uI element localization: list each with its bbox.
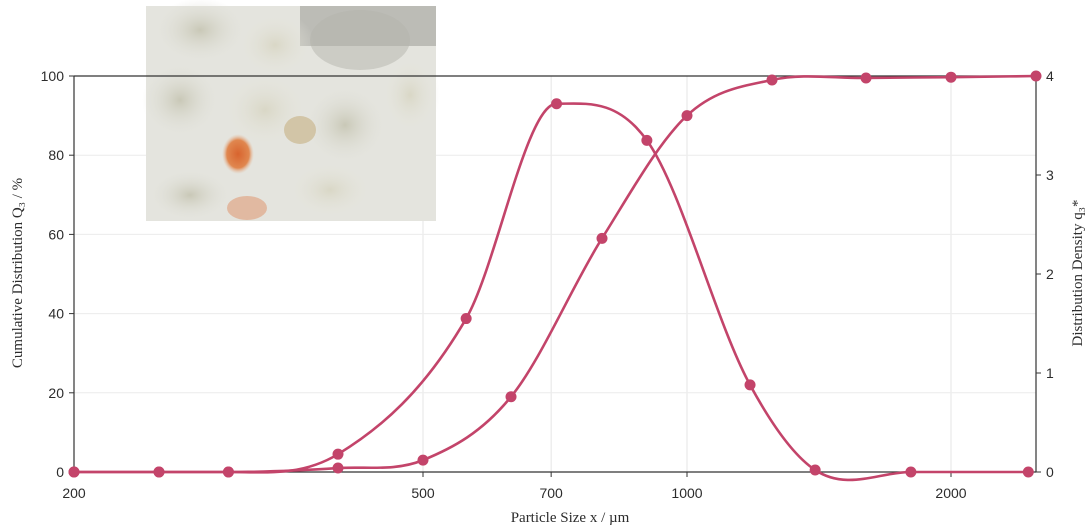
density-point — [744, 379, 756, 391]
y-axis-right-title: Distribution Density q₃* — [1070, 200, 1086, 347]
y-left-tick-label: 60 — [48, 226, 64, 242]
density-point — [332, 448, 344, 460]
density-point — [460, 313, 472, 325]
x-tick-label: 2000 — [935, 485, 966, 501]
density-point — [551, 98, 563, 110]
cumulative-point — [945, 71, 957, 83]
x-tick-label: 200 — [62, 485, 86, 501]
y-left-tick-label: 0 — [56, 464, 64, 480]
y-right-tick-label: 4 — [1046, 68, 1054, 84]
x-axis-title: Particle Size x / µm — [511, 510, 630, 526]
density-point — [222, 466, 234, 478]
cumulative-point — [681, 110, 693, 122]
cumulative-point — [505, 391, 517, 403]
density-point — [153, 466, 165, 478]
y-left-tick-label: 80 — [48, 147, 64, 163]
cumulative-point — [860, 72, 872, 84]
cumulative-point — [332, 462, 344, 474]
density-point — [809, 464, 821, 476]
y-left-tick-label: 100 — [41, 68, 65, 84]
y-left-tick-label: 40 — [48, 306, 64, 322]
series — [68, 70, 1042, 482]
y-left-tick-label: 20 — [48, 385, 64, 401]
density-point — [1022, 466, 1034, 478]
cumulative-point — [1030, 70, 1042, 82]
x-tick-label: 700 — [539, 485, 563, 501]
y-axis-left-title: Cumulative Distribution Q₃ / % — [10, 178, 26, 368]
cumulative-point — [596, 232, 608, 244]
x-tick-label: 500 — [411, 485, 435, 501]
cumulative-point — [417, 454, 429, 466]
density-point — [905, 466, 917, 478]
y-right-tick-label: 1 — [1046, 365, 1054, 381]
y-right-tick-label: 0 — [1046, 464, 1054, 480]
cumulative-point — [766, 74, 778, 86]
particle-photo-inset — [142, 0, 440, 221]
y-right-tick-label: 2 — [1046, 266, 1054, 282]
density-point — [68, 466, 80, 478]
density-point — [641, 134, 653, 146]
y-right-tick-label: 3 — [1046, 167, 1054, 183]
x-tick-label: 1000 — [671, 485, 702, 501]
